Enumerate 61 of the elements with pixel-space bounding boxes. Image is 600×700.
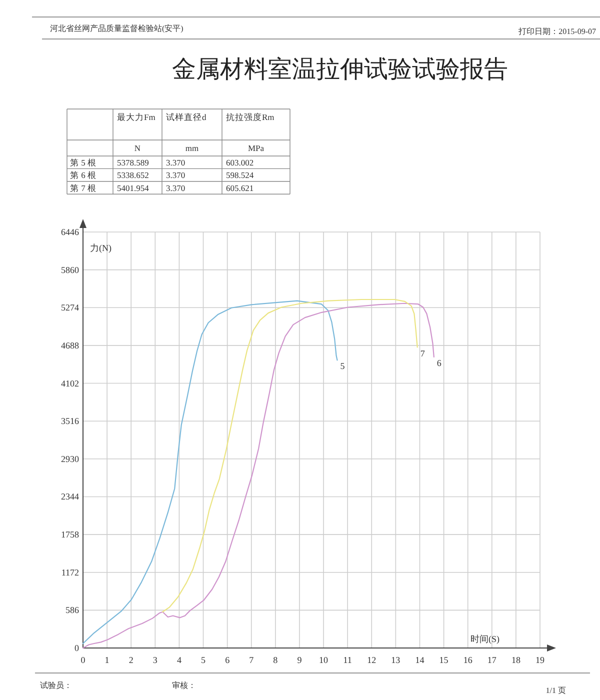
y-tick-label: 2344 — [61, 492, 79, 502]
table-cell: MPa — [248, 143, 264, 153]
x-tick-label: 15 — [439, 655, 448, 665]
table-cell: 5378.589 — [117, 157, 149, 168]
table-cell: 598.524 — [226, 170, 254, 180]
y-axis-label: 力(N) — [90, 243, 112, 253]
series-label: 7 — [420, 348, 425, 358]
x-tick-label: 9 — [297, 655, 302, 665]
table-cell: 3.370 — [166, 170, 186, 180]
y-tick-label: 4688 — [61, 340, 79, 350]
y-tick-label: 1758 — [61, 530, 79, 540]
x-tick-label: 5 — [201, 655, 206, 665]
x-tick-label: 10 — [319, 655, 328, 665]
x-tick-label: 12 — [367, 655, 376, 665]
table-cell: 3.370 — [166, 157, 186, 168]
table-row-label: 第 5 根 — [70, 157, 96, 168]
x-tick-label: 17 — [487, 655, 496, 665]
y-tick-label: 1172 — [61, 567, 79, 578]
x-tick-label: 4 — [176, 655, 182, 665]
x-tick-label: 16 — [463, 655, 472, 665]
table-cell: 5338.652 — [117, 170, 149, 180]
x-tick-label: 2 — [128, 655, 134, 665]
x-tick-label: 11 — [343, 655, 352, 665]
y-tick-label: 4102 — [61, 378, 79, 388]
table-header: 试样直径d — [166, 112, 206, 122]
x-tick-label: 19 — [536, 655, 544, 665]
table-row-label: 第 6 根 — [70, 170, 96, 180]
annotation: 1/1 页 — [546, 686, 566, 695]
table-header: 最大力Fm — [117, 112, 156, 122]
annotation: 打印日期：2015-09-07 — [518, 27, 596, 36]
y-tick-label: 3516 — [61, 416, 79, 426]
y-tick-label: 0 — [74, 643, 79, 653]
x-tick-label: 13 — [391, 655, 400, 665]
y-tick-label: 5860 — [61, 264, 79, 275]
series-label: 6 — [436, 358, 442, 368]
annotation: 审核： — [172, 681, 196, 690]
table-cell: 5401.954 — [117, 182, 149, 193]
x-tick-label: 6 — [225, 655, 230, 665]
table-cell: 603.002 — [226, 157, 254, 168]
x-tick-label: 7 — [249, 655, 254, 665]
y-tick-label: 5274 — [61, 302, 79, 313]
annotation: 试验员： — [40, 681, 72, 690]
x-tick-label: 1 — [104, 655, 110, 665]
x-tick-label: 18 — [511, 655, 520, 665]
y-tick-label: 6446 — [61, 227, 79, 237]
table-cell: 3.370 — [166, 182, 186, 193]
series-label: 5 — [340, 361, 345, 372]
title: 金属材料室温拉伸试验试验报告 — [172, 57, 508, 83]
x-tick-label: 3 — [152, 655, 158, 665]
table-cell: N — [134, 143, 141, 153]
annotation: 河北省丝网产品质量监督检验站(安平) — [50, 24, 184, 33]
table-cell: mm — [185, 143, 199, 153]
x-axis-label: 时间(S) — [470, 634, 500, 644]
table-row-label: 第 7 根 — [70, 182, 96, 193]
x-tick-label: 0 — [80, 655, 86, 665]
y-tick-label: 2930 — [61, 454, 79, 464]
y-tick-label: 586 — [66, 605, 79, 616]
table-cell: 605.621 — [226, 182, 254, 193]
table-header: 抗拉强度Rm — [226, 112, 274, 122]
x-tick-label: 14 — [415, 655, 424, 665]
x-tick-label: 8 — [273, 655, 278, 665]
